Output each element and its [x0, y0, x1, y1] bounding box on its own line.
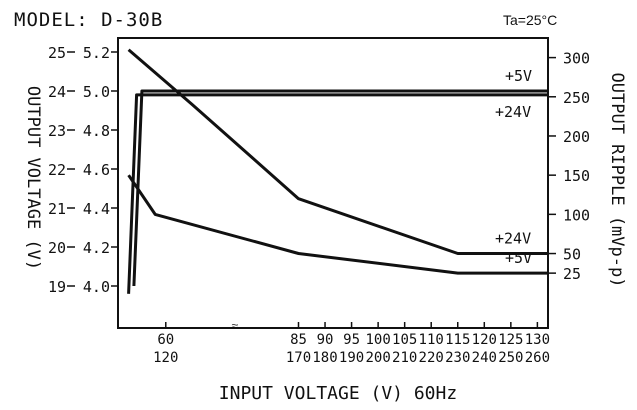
y-tick-label-5v: 4.0 — [83, 278, 110, 296]
y-tick-label-24v: 25 — [48, 44, 66, 62]
x-axis-label: INPUT VOLTAGE (V) 60Hz — [219, 383, 457, 404]
x-tick-label-row2: 200 — [365, 350, 390, 366]
x-axis-break-mark: ≈ — [231, 319, 238, 333]
x-tick-label-row1: 130 — [525, 332, 550, 348]
series-line-0 — [132, 89, 548, 287]
y-tick-label-right: 150 — [563, 167, 590, 185]
y-tick-label-24v: 22 — [48, 161, 66, 179]
y-axis-label-right: OUTPUT RIPPLE (mVp-p) — [607, 73, 627, 288]
x-tick-label-row1: 125 — [498, 332, 523, 348]
y-tick-label-5v: 5.2 — [83, 44, 110, 62]
temperature-condition: Ta=25°C — [503, 12, 557, 28]
x-tick-label-row1: 85 — [290, 332, 307, 348]
x-tick-label-row2: 230 — [445, 350, 470, 366]
plot-frame — [117, 37, 549, 329]
y-tick-label-right: 200 — [563, 128, 590, 146]
series-line-2 — [127, 48, 548, 255]
x-tick-label-row2: 250 — [498, 350, 523, 366]
series-label: +5V — [505, 67, 532, 85]
y-tick-label-5v: 4.4 — [83, 200, 110, 218]
y-tick-label-24v: 20 — [48, 239, 66, 257]
y-tick-label-right: 50 — [563, 246, 581, 264]
x-tick-label-row1: 115 — [445, 332, 470, 348]
x-tick-label-row1: 60 — [157, 332, 174, 348]
y-tick-label-5v: 4.8 — [83, 122, 110, 140]
x-tick-label-row2: 260 — [525, 350, 550, 366]
series-label: +24V — [495, 103, 531, 121]
series-label: +24V — [495, 230, 531, 248]
x-tick-label-row1: 120 — [472, 332, 497, 348]
chart-title: MODEL: D-30B — [14, 9, 163, 31]
y-tick-label-24v: 23 — [48, 122, 66, 140]
y-axis-left-ticks: 25 5.2 24 5.0 23 4.8 22 4.6 21 4.4 20 4.2 19 4.0 — [48, 44, 118, 296]
x-tick-label-row2: 180 — [312, 350, 337, 366]
series-label: +5V — [505, 249, 532, 267]
series-line-1 — [127, 93, 548, 294]
series-lines — [127, 48, 548, 294]
x-tick-label-row2: 240 — [472, 350, 497, 366]
y-tick-label-right: 250 — [563, 89, 590, 107]
x-tick-label-row2: 210 — [392, 350, 417, 366]
x-tick-label-row2: 220 — [419, 350, 444, 366]
y-tick-label-5v: 4.2 — [83, 239, 110, 257]
y-tick-label-24v: 19 — [48, 278, 66, 296]
x-tick-label-row2: 120 — [153, 350, 178, 366]
y-tick-label-24v: 24 — [48, 83, 66, 101]
series-line-3 — [127, 174, 548, 275]
x-tick-label-row1: 105 — [392, 332, 417, 348]
x-tick-label-row1: 100 — [365, 332, 390, 348]
y-tick-label-24v: 21 — [48, 200, 66, 218]
y-tick-label-right: 100 — [563, 206, 590, 224]
y-tick-label-5v: 5.0 — [83, 83, 110, 101]
series-labels: +5V+24V+24V+5V — [495, 67, 532, 267]
y-tick-label-right: 25 — [563, 265, 581, 283]
x-tick-label-row1: 95 — [343, 332, 360, 348]
y-tick-label-right: 300 — [563, 50, 590, 68]
y-axis-label-left: OUTPUT VOLTAGE (V) — [23, 86, 43, 270]
x-tick-label-row2: 170 — [286, 350, 311, 366]
x-tick-label-row1: 90 — [317, 332, 334, 348]
x-tick-label-row2: 190 — [339, 350, 364, 366]
x-tick-label-row1: 110 — [419, 332, 444, 348]
y-tick-label-5v: 4.6 — [83, 161, 110, 179]
